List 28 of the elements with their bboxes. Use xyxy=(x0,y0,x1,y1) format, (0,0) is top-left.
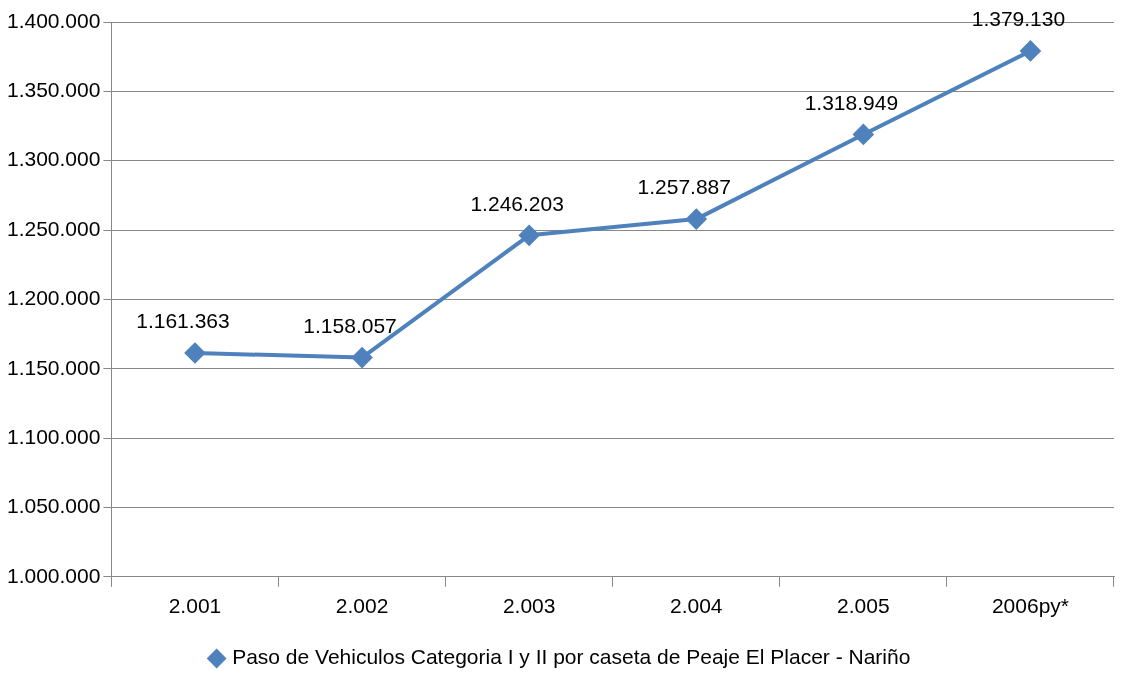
y-tick-label: 1.050.000 xyxy=(6,494,101,518)
y-tick-label: 1.200.000 xyxy=(6,286,101,310)
legend-label: Paso de Vehiculos Categoria I y II por caseta de Peaje El Placer - Nariño xyxy=(232,645,911,669)
data-label: 1.246.203 xyxy=(470,191,564,215)
y-tick-label: 1.300.000 xyxy=(6,147,101,171)
y-tick-label: 1.250.000 xyxy=(6,216,101,240)
x-tick-label: 2.002 xyxy=(335,594,389,618)
data-label: 1.158.057 xyxy=(303,313,397,337)
x-tick-label: 2.003 xyxy=(502,594,556,618)
x-tick-label: 2.004 xyxy=(669,594,723,618)
x-tick-label: 2006py* xyxy=(991,594,1069,618)
data-label: 1.379.130 xyxy=(971,7,1066,31)
data-label: 1.318.949 xyxy=(804,90,899,114)
point xyxy=(352,347,373,368)
point xyxy=(853,124,874,145)
data-label: 1.257.887 xyxy=(637,175,731,199)
x-tick-label: 2.001 xyxy=(168,594,222,618)
y-tick-label: 1.150.000 xyxy=(6,355,101,379)
point xyxy=(184,342,205,363)
y-tick-label: 1.350.000 xyxy=(6,78,101,102)
y-tick-label: 1.400.000 xyxy=(6,8,101,32)
point xyxy=(519,225,540,246)
data-label: 1.161.363 xyxy=(136,309,230,333)
point xyxy=(686,209,707,230)
y-tick-label: 1.000.000 xyxy=(6,563,101,587)
point xyxy=(1020,40,1041,61)
y-tick-label: 1.100.000 xyxy=(6,424,101,448)
x-tick-label: 2.005 xyxy=(837,594,890,618)
